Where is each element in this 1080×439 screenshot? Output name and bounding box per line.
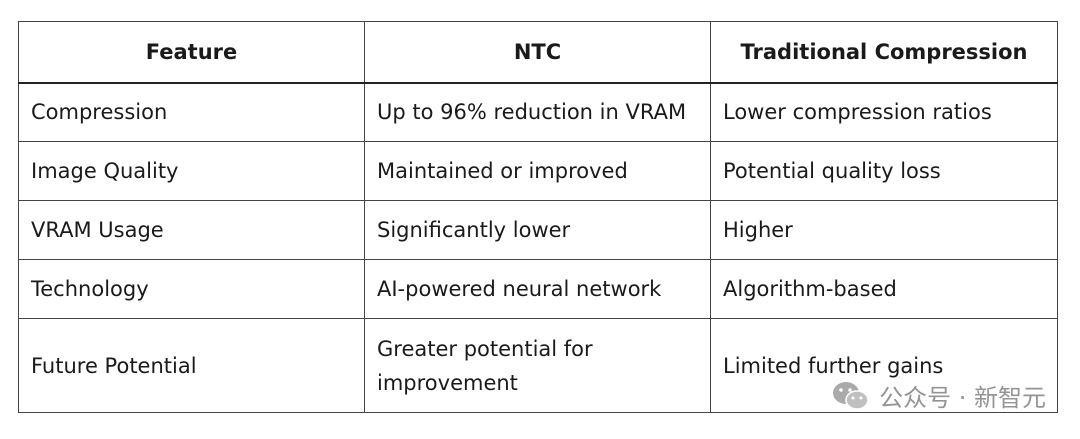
traditional-cell: Limited further gains (710, 318, 1058, 413)
comparison-table: Feature NTC Traditional Compression Comp… (18, 21, 1058, 413)
header-ntc: NTC (364, 21, 711, 84)
table-row: Future Potential Greater potential for i… (18, 318, 1058, 413)
table-row: Image Quality Maintained or improved Pot… (18, 141, 1058, 201)
header-row: Feature NTC Traditional Compression (18, 21, 1058, 84)
traditional-cell: Higher (710, 200, 1058, 260)
traditional-cell: Algorithm-based (710, 259, 1058, 319)
watermark: 公众号 · 新智元 (831, 378, 1046, 413)
ntc-cell: Significantly lower (364, 200, 711, 260)
ntc-cell: Maintained or improved (364, 141, 711, 201)
table-row: Compression Up to 96% reduction in VRAM … (18, 82, 1058, 142)
table-row: Technology AI-powered neural network Alg… (18, 259, 1058, 319)
feature-cell: VRAM Usage (18, 200, 365, 260)
table-row: VRAM Usage Significantly lower Higher (18, 200, 1058, 260)
feature-cell: Compression (18, 82, 365, 142)
watermark-text: 公众号 · 新智元 (879, 384, 1046, 412)
header-traditional-compression: Traditional Compression (710, 21, 1058, 84)
feature-cell: Image Quality (18, 141, 365, 201)
ntc-cell: Greater potential for improvement (364, 318, 711, 413)
wechat-icon (833, 381, 869, 410)
ntc-cell: Up to 96% reduction in VRAM (364, 82, 711, 142)
feature-cell: Technology (18, 259, 365, 319)
traditional-cell: Lower compression ratios (710, 82, 1058, 142)
traditional-cell: Potential quality loss (710, 141, 1058, 201)
header-feature: Feature (18, 21, 365, 84)
ntc-cell: AI-powered neural network (364, 259, 711, 319)
feature-cell: Future Potential (18, 318, 365, 413)
